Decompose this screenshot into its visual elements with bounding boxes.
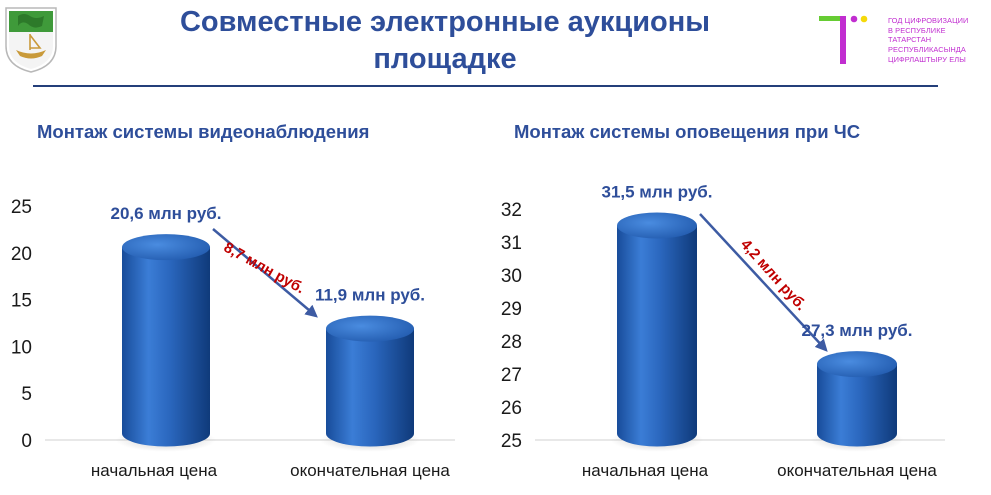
chart-1-ytick-label: 0 <box>21 431 32 452</box>
title-line-2: площадке <box>373 43 517 75</box>
chart-2-bar <box>811 351 903 452</box>
bar-body <box>617 225 697 447</box>
chart-1-reduction-arrow <box>212 228 318 318</box>
chart-2-reduction-arrow <box>699 213 828 352</box>
bar-body <box>817 364 898 447</box>
chart-2-category-label: окончательная цена <box>777 461 937 480</box>
logo-line-2: В РЕСПУБЛИКЕ <box>888 25 946 35</box>
chart-1-category-label: начальная цена <box>91 461 218 480</box>
title-line-1: Совместные электронные аукционы <box>179 6 711 38</box>
chart-1-data-label: 11,9 млн руб. <box>315 286 425 305</box>
chart-1 <box>45 228 455 452</box>
bar-top <box>817 351 897 378</box>
chart-1-bar <box>320 315 420 452</box>
chart-2-ytick-label: 28 <box>501 332 522 353</box>
chart-2-bar <box>611 212 703 452</box>
logo-line-5: ЦИФРЛАШТЫРУ ЕЛЫ <box>888 54 966 64</box>
chart-2-data-label: 27,3 млн руб. <box>801 321 912 340</box>
chart-2-title: Монтаж системы оповещения при ЧС <box>514 121 861 142</box>
header-divider <box>33 85 938 87</box>
slide-header: Совместные электронные аукционы площадке… <box>0 0 991 92</box>
bar-top <box>122 234 210 261</box>
chart-1-data-label: 20,6 млн руб. <box>110 204 221 223</box>
chart-2-ytick-label: 26 <box>501 398 522 419</box>
chart-1-category-label: окончательная цена <box>290 461 450 480</box>
logo-line-3: ТАТАРСТАН <box>888 35 932 45</box>
chart-1-delta-label: 8,7 млн руб. <box>221 239 308 297</box>
bar-body <box>326 328 414 447</box>
chart-1-title: Монтаж системы видеонаблюдения <box>37 121 370 142</box>
chart-1-bar <box>116 234 216 452</box>
chart-2-ytick-label: 31 <box>501 233 522 254</box>
chart-2-ytick-label: 32 <box>501 200 522 221</box>
chart-1-ytick-label: 15 <box>11 291 32 312</box>
chart-2-delta-label: 4,2 млн руб. <box>737 236 810 314</box>
chart-1-ytick-label: 10 <box>11 337 32 358</box>
bar-top <box>617 212 697 239</box>
logo-caption: ГОД ЦИФРОВИЗАЦИИ В РЕСПУБЛИКЕ ТАТАРСТАН … <box>888 16 991 65</box>
bar-top <box>326 315 414 342</box>
chart-2-ytick-label: 25 <box>501 431 522 452</box>
chart-1-ytick-label: 20 <box>11 244 32 265</box>
chart-2-data-label: 31,5 млн руб. <box>601 183 712 202</box>
page-title: Совместные электронные аукционы площадке <box>120 4 770 78</box>
digitalization-year-logo-icon <box>819 15 868 64</box>
coat-of-arms-icon <box>5 7 57 73</box>
chart-2-ytick-label: 27 <box>501 365 522 386</box>
bar-body <box>122 247 210 447</box>
chart-1-ytick-label: 5 <box>21 384 32 405</box>
chart-1-ytick-label: 25 <box>11 197 32 218</box>
chart-2-ytick-label: 30 <box>501 266 522 287</box>
logo-line-4: РЕСПУБЛИКАСЫНДА <box>888 45 966 55</box>
logo-line-1: ГОД ЦИФРОВИЗАЦИИ <box>888 16 969 25</box>
chart-2-ytick-label: 29 <box>501 299 522 320</box>
chart-2 <box>535 212 945 452</box>
chart-2-category-label: начальная цена <box>582 461 709 480</box>
